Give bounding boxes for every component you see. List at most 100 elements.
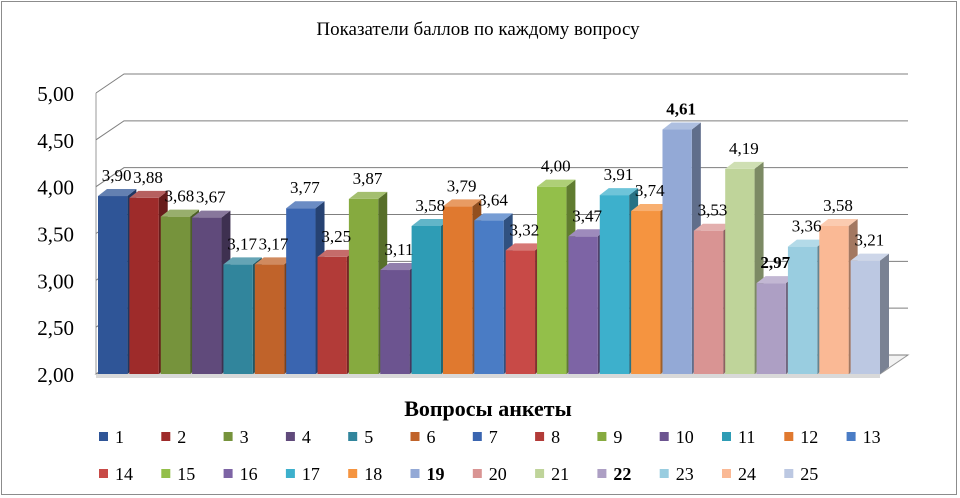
bar-front [537,186,567,374]
legend-item: 5 [348,427,373,447]
y-axis: 2,00 2,50 3,00 3,50 4,00 4,50 5,00 [37,82,74,387]
legend-swatch [223,469,233,478]
data-label: 3,47 [572,206,602,225]
bar [850,253,889,374]
data-label: 4,19 [729,139,759,158]
bar-front [787,246,818,374]
x-axis-label: Вопросы анкеты [404,396,572,421]
legend-label: 3 [240,427,249,447]
legend-swatch [348,432,358,441]
legend-swatch [99,469,108,478]
legend-label: 14 [115,464,133,484]
legend-swatch [784,469,794,478]
legend-item: 21 [535,464,569,484]
gridline [95,73,908,94]
data-label: 3,91 [604,165,634,184]
legend-item: 3 [223,427,249,447]
data-label: 3,11 [384,240,413,259]
bar-top [411,219,450,227]
legend-swatch [535,469,545,478]
legend-label: 1 [115,427,124,447]
legend-label: 21 [551,464,569,484]
legend-item: 9 [597,427,622,447]
legend-item: 12 [784,427,818,447]
bar-front [662,129,692,374]
bar-top [160,209,200,217]
bar-front [129,197,159,374]
bar-front [568,236,598,374]
bar [192,210,231,374]
data-labels: 3,90 3,883,68 3,67 3,17 3,17 3,77 3,25 3,87 3,11… [102,100,884,273]
legend-label: 16 [240,464,258,484]
bar-front [98,196,128,374]
bar-front [192,217,222,374]
y-tick-label: 2,00 [37,363,74,387]
bar-top [442,199,482,207]
legend-swatch [285,469,295,478]
legend-swatch [99,432,108,441]
legend-swatch [846,432,856,441]
legend-item: 22 [597,464,631,484]
chart-title: Показатели баллов по каждому вопросу [316,19,640,40]
legend-item: 23 [659,464,694,484]
legend-swatch [348,469,358,478]
data-label: 3,67 [196,188,226,207]
y-tick-label: 3,50 [37,223,74,247]
legend-label: 17 [302,464,320,484]
data-label: 2,97 [760,253,790,272]
bar-front [317,256,347,374]
legend-label: 24 [738,464,756,484]
data-label: 3,64 [478,190,508,209]
data-label: 4,61 [666,100,696,119]
bar-top [129,190,168,198]
bar-top [787,239,827,247]
bar [725,161,764,374]
gridline [95,167,908,188]
bar-front [348,198,379,374]
legend-item: 8 [535,427,560,447]
bar-top [254,257,294,265]
bar-top [98,189,137,197]
y-tick-label: 4,00 [37,176,74,200]
bar-top [693,223,733,231]
bar-top [348,191,388,199]
legend-label: 18 [364,464,382,484]
legend-swatch [659,469,669,478]
y-tick-label: 3,00 [37,269,74,293]
legend-label: 23 [676,464,694,484]
legend-label: 25 [800,464,818,484]
bar-front [380,270,410,374]
legend-label: 15 [177,464,195,484]
legend-label: 13 [863,427,881,447]
data-label: 3,17 [227,234,257,253]
legend-swatch [472,469,482,478]
bar-front [693,230,724,374]
legend-item: 11 [722,427,755,447]
bar-front [850,260,880,374]
data-label: 3,58 [415,196,445,215]
legend-swatch [223,432,233,441]
y-tick-label: 2,50 [37,316,74,340]
legend-item: 13 [846,427,881,447]
data-label: 3,90 [102,166,132,185]
bar-front [411,226,441,374]
data-label: 3,21 [854,231,884,250]
legend-item: 15 [161,464,195,484]
bar-top [317,249,356,257]
bar-top [474,213,513,221]
data-label: 3,87 [353,169,383,188]
legend-item: 16 [223,464,258,484]
data-label: 3,17 [259,234,289,253]
data-label: 3,36 [792,217,822,236]
legend-item: 2 [161,427,186,447]
legend-item: 25 [784,464,818,484]
data-label: 3,88 [133,168,163,187]
data-label: 3,58 [823,196,853,215]
bar-top [850,253,889,261]
bar-front [474,220,504,374]
bar-front [819,226,849,374]
floor-edge [96,374,880,378]
legend-swatch [161,432,171,441]
legend-label: 22 [613,464,631,484]
bar-top [380,263,419,271]
